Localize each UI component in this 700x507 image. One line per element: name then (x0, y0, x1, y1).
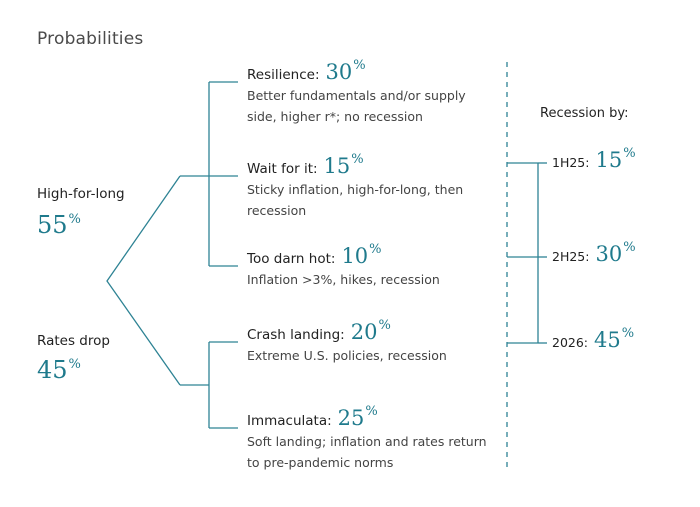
diagram-title: Probabilities (37, 29, 144, 49)
scenario-header: Crash landing: 20% (247, 318, 487, 344)
scenario-too-darn-hot: Too darn hot: 10% Inflation >3%, hikes, r… (247, 242, 487, 290)
scenario-wait-for-it: Wait for it: 15% Sticky inflation, high-f… (247, 152, 487, 221)
scenario-description: Sticky inflation, high-for-long, then re… (247, 182, 464, 218)
recession-probability: 45% (594, 326, 635, 352)
recession-period-label: 2026: (552, 335, 589, 350)
scenario-value: 20% (350, 318, 391, 344)
scenario-value: 15% (323, 152, 364, 178)
scenario-resilience: Resilience: 30% Better fundamentals and/o… (247, 58, 487, 127)
scenario-description: Better fundamentals and/or supply side, … (247, 88, 466, 124)
scenario-name: Immaculata: (247, 413, 332, 429)
branch-label-high-for-long: High-for-long (37, 186, 125, 202)
scenario-description: Extreme U.S. policies, recession (247, 348, 447, 363)
recession-item-2026: 2026: 45% (552, 326, 634, 352)
scenario-header: Resilience: 30% (247, 58, 487, 84)
branch-value-high-for-long: 55% (37, 211, 81, 239)
recession-period-label: 2H25: (552, 249, 590, 264)
scenario-name: Resilience: (247, 67, 320, 83)
recession-probability: 15% (595, 146, 636, 172)
recession-item-1h25: 1H25: 15% (552, 146, 636, 172)
scenario-description: Soft landing; inflation and rates return… (247, 434, 487, 470)
scenario-name: Too darn hot: (247, 251, 336, 267)
recession-period-label: 1H25: (552, 155, 590, 170)
root-connector (106, 175, 181, 386)
scenario-value: 30% (325, 58, 366, 84)
scenario-header: Wait for it: 15% (247, 152, 487, 178)
scenario-crash-landing: Crash landing: 20% Extreme U.S. policies,… (247, 318, 487, 366)
scenario-name: Wait for it: (247, 161, 318, 177)
scenario-value: 10% (341, 242, 382, 268)
scenario-immaculata: Immaculata: 25% Soft landing; inflation a… (247, 404, 487, 473)
recession-item-2h25: 2H25: 30% (552, 240, 636, 266)
branch-label-rates-drop: Rates drop (37, 333, 110, 349)
recession-title: Recession by: (540, 106, 629, 121)
branch-value-rates-drop: 45% (37, 356, 81, 384)
scenario-header: Immaculata: 25% (247, 404, 487, 430)
scenario-header: Too darn hot: 10% (247, 242, 487, 268)
scenario-description: Inflation >3%, hikes, recession (247, 272, 440, 287)
recession-probability: 30% (595, 240, 636, 266)
scenario-value: 25% (337, 404, 378, 430)
scenario-name: Crash landing: (247, 327, 345, 343)
